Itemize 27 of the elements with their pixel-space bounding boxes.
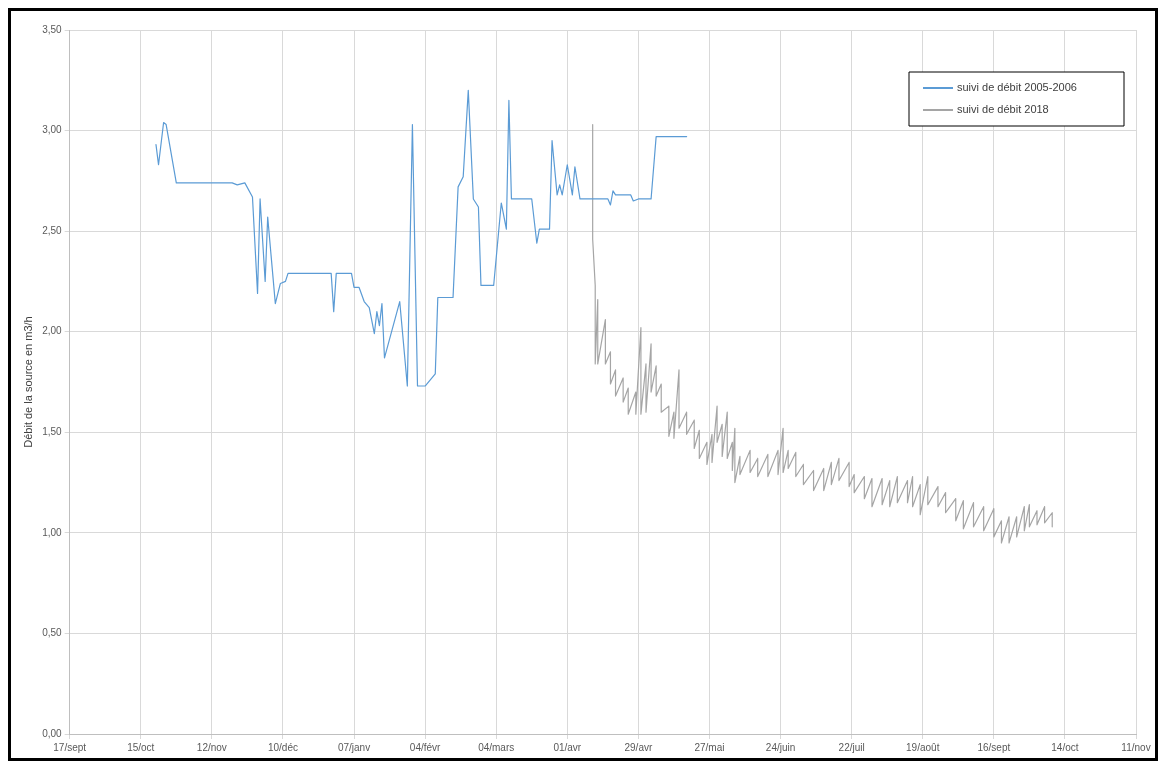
x-tick-label: 17/sept — [53, 741, 87, 753]
y-tick-label: 1,50 — [42, 426, 63, 438]
legend-label: suivi de débit 2005-2006 — [957, 81, 1077, 94]
x-tick-label: 16/sept — [977, 741, 1011, 753]
x-tick-label: 01/avr — [553, 741, 582, 753]
x-tick-label: 19/août — [906, 741, 940, 753]
x-tick-label: 12/nov — [196, 741, 227, 753]
y-tick-label: 3,50 — [42, 23, 63, 35]
x-tick-label: 11/nov — [1121, 741, 1151, 753]
x-tick-label: 14/oct — [1051, 741, 1079, 753]
y-tick-label: 1,00 — [42, 526, 63, 538]
x-tick-label: 29/avr — [624, 741, 653, 753]
legend-label: suivi de débit 2018 — [957, 103, 1049, 116]
x-tick-label: 24/juin — [765, 741, 796, 753]
x-tick-label: 27/mai — [694, 741, 725, 753]
y-axis-title: Débit de la source en m3/h — [21, 316, 34, 448]
x-tick-label: 10/déc — [267, 741, 298, 753]
y-tick-label: 0,00 — [42, 727, 63, 739]
y-tick-label: 3,00 — [42, 124, 63, 136]
y-tick-label: 2,00 — [42, 325, 63, 337]
x-tick-label: 22/juil — [838, 741, 865, 753]
y-tick-label: 0,50 — [42, 627, 63, 639]
x-tick-label: 07/janv — [337, 741, 371, 753]
x-tick-label: 04/févr — [409, 741, 442, 753]
y-tick-label: 2,50 — [42, 224, 63, 236]
x-tick-label: 15/oct — [127, 741, 155, 753]
x-tick-label: 04/mars — [478, 741, 515, 753]
